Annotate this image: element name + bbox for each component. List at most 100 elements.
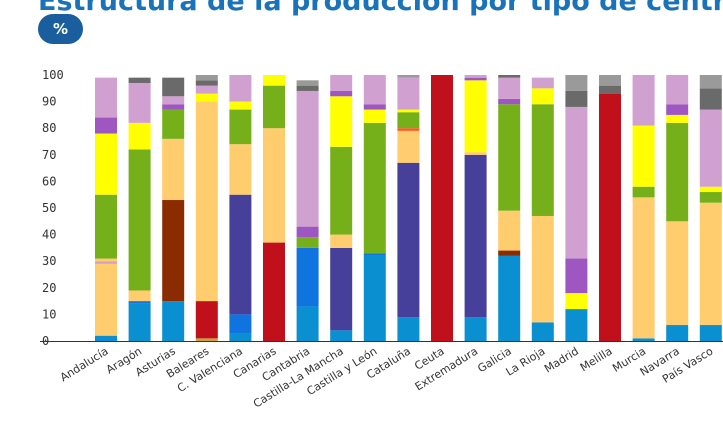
bar-segment — [229, 101, 252, 110]
bar-segment — [95, 133, 117, 195]
bar-segment — [632, 197, 655, 339]
bar-segment — [229, 333, 252, 341]
bar-segment — [363, 104, 386, 110]
bar-segment — [565, 90, 588, 107]
bar-segment — [397, 128, 420, 131]
chart-title: Estructura de la producción por tipo de … — [38, 0, 723, 17]
bar-segment — [263, 242, 285, 341]
bar-segment — [565, 309, 588, 341]
bar-segment — [699, 192, 722, 203]
y-tick-label: 100 — [42, 68, 64, 82]
bar-segment — [397, 75, 420, 78]
bar-segment — [699, 88, 722, 110]
bar-segment — [363, 255, 386, 341]
bar-segment — [195, 301, 218, 339]
x-tick-label: Andalucía — [58, 345, 111, 385]
bar-segment — [699, 75, 722, 89]
bar-segment — [95, 258, 117, 262]
bar-segment — [128, 82, 151, 123]
y-tick-label: 30 — [42, 254, 56, 268]
bar-segment — [397, 317, 420, 341]
bar-segment — [632, 186, 655, 198]
unit-badge: % — [38, 14, 83, 44]
bar-segment — [666, 122, 689, 222]
bar-segment — [95, 263, 117, 336]
bar-segment — [363, 109, 386, 123]
bar-segment — [632, 75, 655, 126]
y-tick-label: 80 — [42, 121, 56, 135]
bar-segment — [666, 221, 689, 326]
bar-segment — [397, 130, 420, 163]
bar-segment — [464, 80, 487, 153]
bar-segment — [95, 194, 117, 259]
bar-segment — [95, 117, 117, 134]
bar-segment — [397, 112, 420, 129]
bar-segment — [632, 338, 655, 341]
y-tick-label: 10 — [42, 307, 56, 321]
bar-segment — [128, 122, 151, 150]
bar-segment — [498, 75, 521, 78]
bar-segment — [229, 75, 252, 102]
bar-segment — [296, 80, 319, 86]
bar-segment — [229, 144, 252, 195]
bar-segment — [195, 85, 218, 94]
bar-segment — [666, 75, 689, 105]
bar-segment — [531, 104, 554, 216]
bar-segment — [599, 85, 621, 94]
bar-segment — [464, 77, 487, 81]
bar-segment — [128, 77, 151, 83]
bar-segment — [330, 96, 353, 147]
bar-segment — [498, 98, 521, 105]
bar-segment — [666, 114, 689, 123]
bar-segment — [666, 325, 689, 341]
bar-segment — [498, 250, 521, 256]
bar-segment — [162, 109, 185, 139]
bar-segment — [498, 104, 521, 211]
bar-segment — [397, 109, 420, 113]
bar-segment — [699, 325, 722, 341]
bar-segment — [565, 106, 588, 259]
bar-segment — [195, 93, 218, 102]
bar-segment — [330, 330, 353, 341]
bar-segment — [195, 101, 218, 302]
bar-segment — [565, 293, 588, 310]
bar-segment — [229, 314, 252, 334]
bar-segment — [229, 194, 252, 315]
bar-segment — [296, 226, 319, 238]
bar-segment — [431, 75, 453, 341]
bar-segment — [599, 93, 621, 342]
bar-segment — [699, 202, 722, 326]
bar-segment — [363, 122, 386, 254]
y-tick-label: 50 — [42, 201, 56, 215]
bar-segment — [128, 149, 151, 291]
bar-segment — [666, 104, 689, 115]
bar-segment — [397, 77, 420, 110]
bar-segment — [498, 77, 521, 99]
bar-segment — [296, 306, 319, 341]
bar-segment — [498, 255, 521, 341]
bar-segment — [498, 210, 521, 251]
x-tick-label: Madrid — [542, 345, 581, 376]
bar-segment — [531, 88, 554, 105]
bar-segment — [229, 109, 252, 145]
bar-segment — [330, 247, 353, 331]
y-tick-label: 90 — [42, 95, 56, 109]
bar-segment — [263, 85, 285, 129]
bar-segment — [263, 128, 285, 243]
bar-segment — [162, 104, 185, 110]
bar-segment — [195, 75, 218, 81]
bar-segment — [162, 138, 185, 201]
bar-segment — [632, 125, 655, 187]
bar-segment — [464, 75, 487, 78]
bar-segment — [128, 290, 151, 302]
bar-segment — [531, 215, 554, 323]
bar-segment — [95, 261, 117, 264]
bar-segment — [128, 301, 151, 304]
bar-segment — [363, 253, 386, 256]
bar-segment — [330, 234, 353, 248]
y-tick-label: 40 — [42, 228, 56, 242]
bar-segment — [531, 322, 554, 341]
bar-segment — [296, 85, 319, 91]
bar-segment — [363, 75, 386, 105]
bar-segment — [162, 96, 185, 105]
